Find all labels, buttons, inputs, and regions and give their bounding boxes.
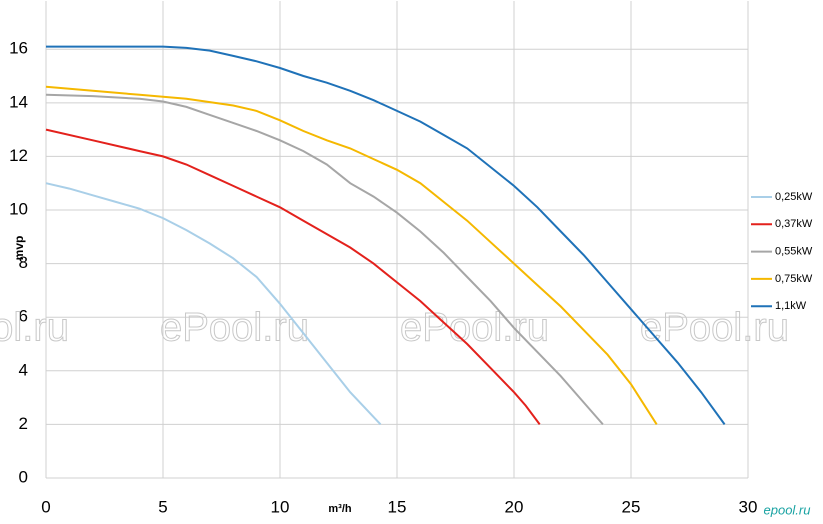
x-tick-label: 5 <box>158 497 167 516</box>
legend-label: 0,25kW <box>775 191 813 203</box>
y-tick-label: 4 <box>19 360 28 379</box>
y-tick-label: 0 <box>19 467 28 486</box>
x-tick-label: 10 <box>271 497 290 516</box>
line-series <box>45 128 541 425</box>
x-tick-label: 30 <box>739 497 758 516</box>
line-series <box>45 85 658 425</box>
x-tick-label: 15 <box>388 497 407 516</box>
y-tick-label: 10 <box>9 200 28 219</box>
y-tick-label: 12 <box>9 146 28 165</box>
logo: epool.ru <box>764 502 811 517</box>
x-axis-label: m³/h <box>328 503 352 515</box>
legend-label: 1,1kW <box>775 300 807 312</box>
y-tick-label: 16 <box>9 39 28 58</box>
legend-label: 0,55kW <box>775 246 813 258</box>
watermark: ePool.ru <box>160 306 309 350</box>
line-series <box>45 93 604 426</box>
y-tick-label: 14 <box>9 92 28 111</box>
legend-label: 0,37kW <box>775 218 813 230</box>
x-tick-label: 25 <box>622 497 641 516</box>
y-axis-label: mvp <box>12 236 26 261</box>
watermark: ePool.ru <box>0 306 69 350</box>
line-series <box>46 45 726 425</box>
legend-label: 0,75kW <box>775 273 813 285</box>
x-tick-label: 20 <box>505 497 524 516</box>
y-tick-label: 8 <box>19 253 28 272</box>
watermark: ePool.ru <box>640 306 789 350</box>
y-tick-label: 2 <box>19 414 28 433</box>
watermark: ePool.ru <box>400 306 549 350</box>
y-tick-label: 6 <box>19 307 28 326</box>
x-tick-label: 0 <box>41 497 50 516</box>
line-series <box>45 182 382 426</box>
